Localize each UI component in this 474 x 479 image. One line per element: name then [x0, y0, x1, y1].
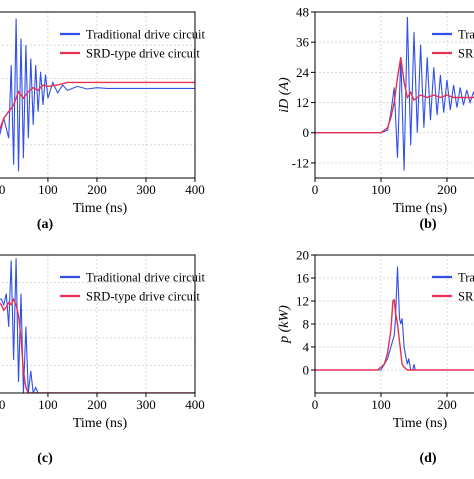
- panel-4: 0 100 200 0 4 8 12 16 20 Time (ns) p (kW) Tra SRI (d): [277, 248, 474, 466]
- x-tick-label: 100: [38, 182, 58, 197]
- plot-frame: [0, 11, 196, 179]
- x-tick-label: 400: [185, 182, 205, 197]
- y-tick-label: 0: [303, 363, 310, 378]
- series-srd-line: [315, 298, 474, 371]
- x-tick-label: 100: [371, 182, 391, 197]
- y-tick-label: 24: [296, 65, 310, 80]
- x-tick-label: 200: [87, 397, 107, 412]
- legend-label: SRI: [458, 47, 474, 61]
- series-srd-line: [315, 57, 474, 134]
- series-traditional-line: [315, 16, 474, 171]
- plot-frame: [314, 254, 474, 394]
- panel-3: 00 100 200 300 400 Time (ns) Traditional drive…: [0, 254, 205, 466]
- y-tick-label: 20: [296, 248, 309, 263]
- x-tick-label: 100: [38, 397, 58, 412]
- y-tick-label: 12: [296, 95, 309, 110]
- legend: Tra SRI: [432, 28, 474, 61]
- panel-label: (c): [37, 451, 53, 466]
- series-srd-line: [0, 297, 195, 393]
- x-tick-label: 0: [312, 397, 319, 412]
- x-tick-label: 300: [136, 397, 156, 412]
- panel-label: (d): [419, 451, 436, 466]
- x-tick-label: 200: [437, 397, 457, 412]
- x-tick-label: 200: [87, 182, 107, 197]
- legend: Traditional drive circuit SRD-type drive …: [60, 271, 205, 304]
- legend-label: SRD-type drive circuit: [86, 47, 200, 61]
- y-tick-label: 16: [296, 271, 310, 286]
- legend: Tra SRI: [432, 271, 474, 304]
- x-tick-label: 00: [0, 182, 5, 197]
- x-axis-label: Time (ns): [73, 201, 128, 216]
- x-tick-label: 400: [185, 397, 205, 412]
- legend-label: SRD-type drive circuit: [86, 290, 200, 304]
- series-traditional-line: [0, 258, 195, 393]
- y-tick-label: -12: [292, 155, 309, 170]
- y-tick-label: 0: [303, 125, 310, 140]
- x-tick-label: 300: [136, 182, 156, 197]
- y-tick-label: 48: [296, 5, 309, 20]
- legend-label: SRI: [458, 290, 474, 304]
- series-srd-line: [0, 81, 195, 131]
- series-traditional-line: [315, 266, 474, 371]
- x-tick-label: 00: [0, 397, 5, 412]
- x-axis-label: Time (ns): [393, 416, 448, 431]
- y-axis-label: iD (A): [277, 77, 292, 113]
- plot-frame: [0, 254, 196, 394]
- x-tick-label: 100: [371, 397, 391, 412]
- x-axis-label: Time (ns): [393, 201, 448, 216]
- legend-label: Tra: [458, 271, 474, 285]
- panel-1: 00 100 200 300 400 Time (ns) Traditional drive…: [0, 11, 205, 232]
- legend-label: Traditional drive circuit: [86, 271, 205, 285]
- y-tick-label: 4: [303, 340, 310, 355]
- legend-label: Tra: [458, 28, 474, 42]
- series-traditional-line: [0, 18, 195, 172]
- legend: Traditional drive circuit SRD-type drive …: [60, 28, 205, 61]
- x-axis-label: Time (ns): [73, 416, 128, 431]
- panel-label: (a): [37, 217, 54, 232]
- y-tick-label: 12: [296, 294, 309, 309]
- y-tick-label: 36: [296, 35, 310, 50]
- legend-label: Traditional drive circuit: [86, 28, 205, 42]
- x-tick-label: 0: [312, 182, 319, 197]
- panel-label: (b): [419, 217, 436, 232]
- y-tick-label: 8: [303, 317, 310, 332]
- x-tick-label: 200: [437, 182, 457, 197]
- y-axis-label: p (kW): [277, 305, 292, 344]
- plot-frame: [314, 11, 474, 179]
